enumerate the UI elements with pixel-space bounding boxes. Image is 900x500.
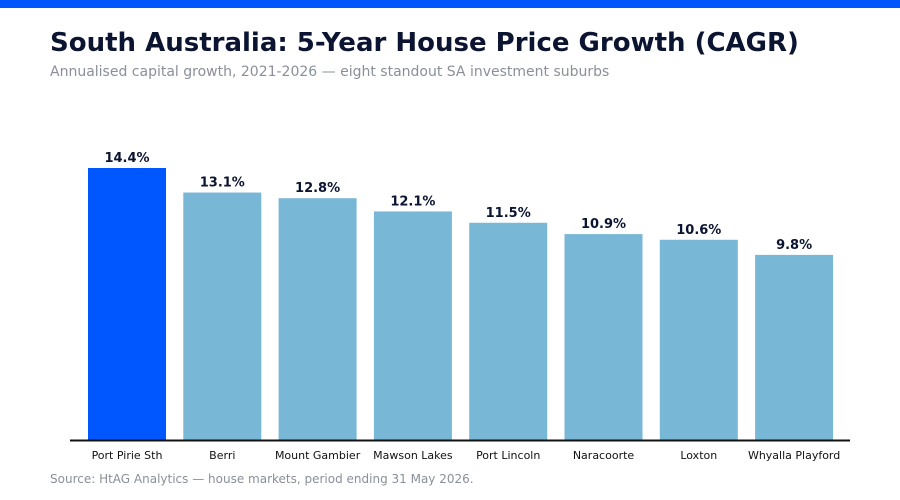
bar-0 [88, 168, 166, 440]
category-label-2: Mount Gambier [275, 449, 361, 462]
category-label-6: Loxton [680, 449, 717, 462]
chart-subtitle: Annualised capital growth, 2021-2026 — e… [50, 64, 610, 80]
data-label-0: 14.4% [104, 151, 149, 166]
category-label-7: Whyalla Playford [748, 449, 840, 462]
chart-title: South Australia: 5-Year House Price Grow… [50, 28, 799, 58]
data-label-6: 10.6% [676, 223, 721, 238]
bar-5 [564, 234, 643, 440]
bar-6 [659, 239, 738, 440]
data-label-4: 11.5% [486, 206, 531, 221]
category-label-1: Berri [209, 449, 235, 462]
data-label-7: 9.8% [776, 238, 812, 253]
top-accent-bar [0, 0, 900, 8]
source-note: Source: HtAG Analytics — house markets, … [50, 472, 474, 486]
category-label-0: Port Pirie Sth [92, 449, 163, 462]
category-label-3: Mawson Lakes [373, 449, 453, 462]
data-label-5: 10.9% [581, 217, 626, 232]
category-label-5: Naracoorte [573, 449, 635, 462]
data-label-2: 12.8% [295, 181, 340, 196]
bar-4 [469, 222, 548, 440]
bar-2 [278, 198, 357, 440]
data-label-1: 13.1% [200, 176, 245, 191]
bar-1 [183, 192, 262, 440]
category-label-4: Port Lincoln [476, 449, 540, 462]
bar-3 [373, 211, 452, 440]
bar-7 [755, 254, 834, 440]
data-label-3: 12.1% [390, 194, 435, 209]
